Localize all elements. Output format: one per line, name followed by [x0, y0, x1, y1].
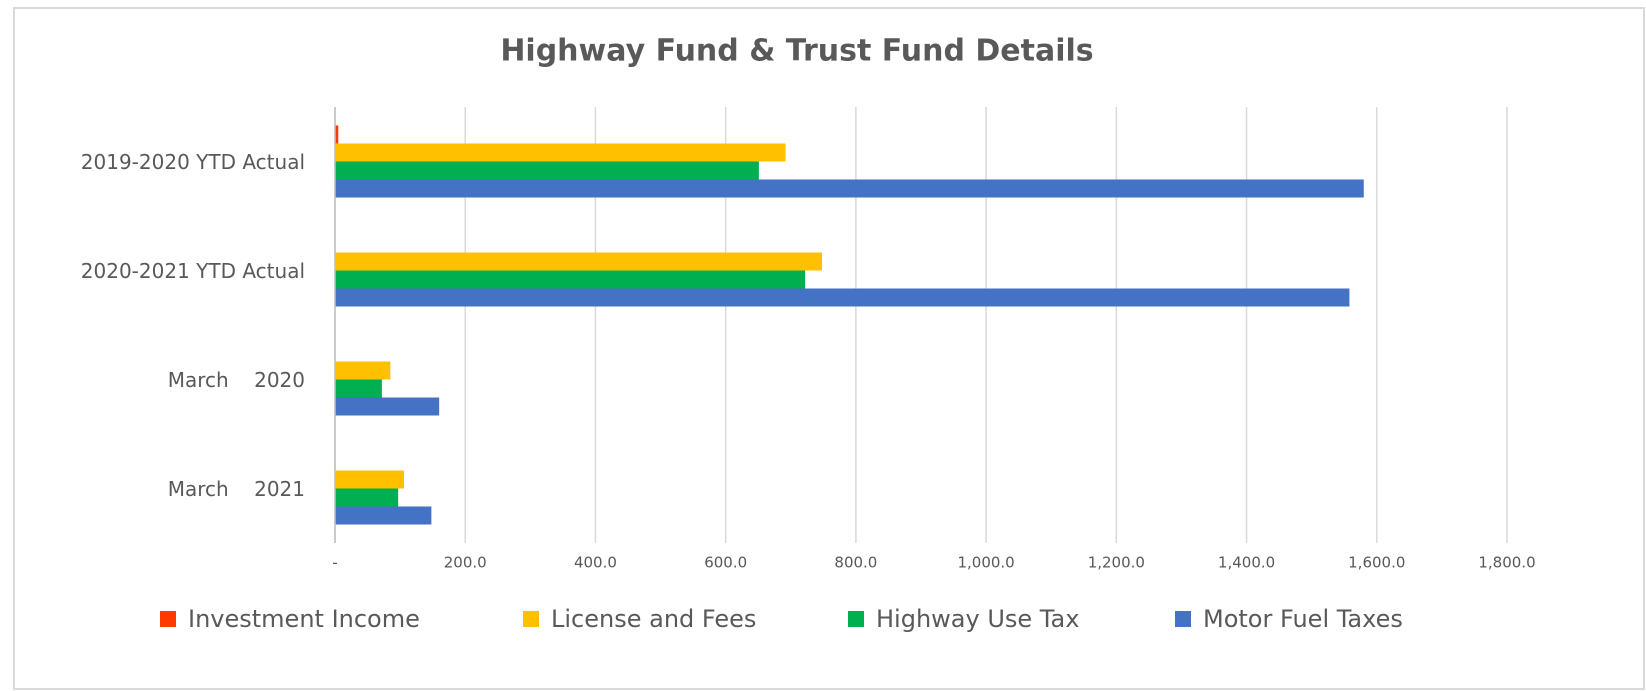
bar: [335, 288, 1350, 307]
chart-frame: [13, 7, 1645, 690]
x-tick-label: 1,600.0: [1348, 554, 1405, 572]
legend-swatch: [848, 611, 864, 627]
bar: [335, 506, 432, 525]
bar: [335, 143, 786, 162]
x-tick-label: 800.0: [834, 554, 877, 572]
bar: [335, 161, 759, 180]
bar: [335, 125, 339, 144]
x-tick-label: 400.0: [574, 554, 617, 572]
chart-title: Highway Fund & Trust Fund Details: [500, 34, 1093, 69]
legend-swatch: [1175, 611, 1191, 627]
x-tick-label: 1,000.0: [957, 554, 1014, 572]
bar: [335, 179, 1364, 198]
y-tick-label: 2019-2020 YTD Actual: [81, 150, 305, 174]
x-tick-label: 200.0: [444, 554, 487, 572]
x-tick-label: -: [332, 554, 337, 572]
y-tick-label: March 2020: [168, 368, 305, 392]
legend-label: Motor Fuel Taxes: [1203, 605, 1403, 633]
y-tick-label: March 2021: [168, 477, 305, 501]
x-tick-label: 1,800.0: [1478, 554, 1535, 572]
bar: [335, 379, 382, 398]
bar: [335, 488, 399, 507]
x-tick-label: 1,200.0: [1088, 554, 1145, 572]
x-tick-label: 1,400.0: [1218, 554, 1275, 572]
bar: [335, 361, 391, 380]
legend-label: License and Fees: [551, 605, 756, 633]
bar: [335, 470, 405, 489]
bar: [335, 252, 823, 271]
legend-swatch: [523, 611, 539, 627]
legend-label: Highway Use Tax: [876, 605, 1079, 633]
bar: [335, 270, 806, 289]
legend-swatch: [160, 611, 176, 627]
bar: [335, 397, 440, 416]
y-tick-label: 2020-2021 YTD Actual: [81, 259, 305, 283]
legend-label: Investment Income: [188, 605, 420, 633]
x-tick-label: 600.0: [704, 554, 747, 572]
